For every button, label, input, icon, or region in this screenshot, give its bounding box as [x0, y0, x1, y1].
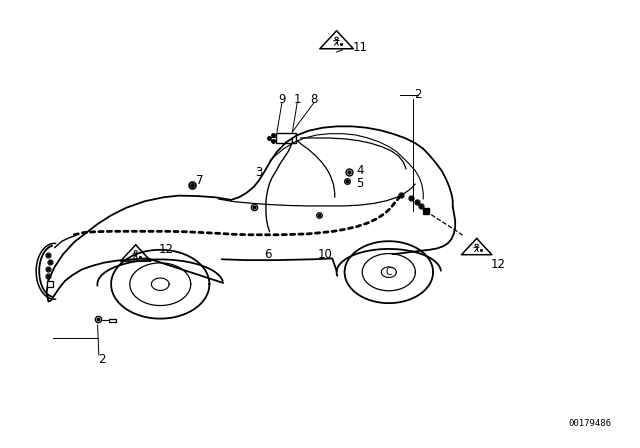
Text: 6: 6	[264, 248, 271, 261]
Text: 10: 10	[317, 248, 332, 261]
Text: 4: 4	[356, 164, 364, 177]
Text: 11: 11	[353, 41, 367, 54]
Text: C: C	[385, 267, 392, 277]
Text: 5: 5	[356, 177, 364, 190]
Text: 9: 9	[278, 93, 285, 106]
Text: 12: 12	[159, 243, 174, 256]
Text: 2: 2	[98, 353, 106, 366]
Text: 00179486: 00179486	[569, 419, 612, 428]
Text: 7: 7	[196, 174, 204, 188]
Text: 3: 3	[255, 166, 262, 179]
Text: 2: 2	[415, 88, 422, 102]
Text: 12: 12	[491, 258, 506, 271]
Text: 1: 1	[294, 93, 301, 106]
Text: 8: 8	[310, 93, 317, 106]
